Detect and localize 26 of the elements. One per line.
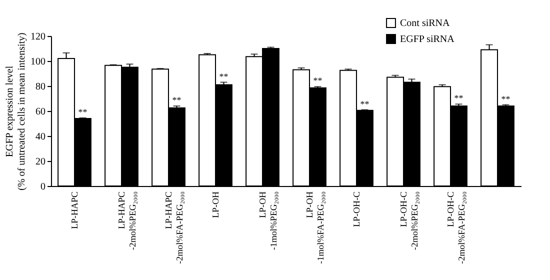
data-label: ** [360,98,370,109]
y-tick-label: 0 [40,182,46,192]
x-tick-label: LP-HAPC -2mol%FA-PEG₂₀₀₀ [164,192,184,264]
data-label: ** [501,94,511,104]
x-tick-label: LP-OH-C [352,192,362,227]
data-label: ** [219,71,229,82]
legend-label: Cont siRNA [400,18,451,29]
legend-label: EGFP siRNA [400,34,456,45]
x-tick-label: LP-OH-C -2mol%PEG₂₀₀₀ [398,192,420,250]
y-tick-label: 40 [36,132,46,142]
y-tick-label: 20 [36,156,46,168]
y-tick-label: 60 [36,106,46,118]
data-label: ** [454,93,464,104]
x-tick-label: LP-OH -1mol%FA-PEG₂₀₀₀ [304,191,326,264]
data-label: ** [172,95,182,105]
x-tick-label: LP-OH-C -2mol%FA-PEG₂₀₀₀ [446,192,466,264]
y-tick-label: 80 [36,82,46,92]
y-tick-label: 120 [30,32,46,42]
x-tick-label: LP-HAPC [70,192,80,230]
x-tick-label: LP-HAPC -2mol%PEG₂₀₀₀ [116,192,138,250]
x-tick-label: LP-OH [210,191,220,218]
data-label: ** [78,106,88,117]
data-label: ** [313,76,323,86]
y-tick-label: 100 [30,56,46,68]
y-axis-title: EGFP expression level (% of untreated cells in mean intensity) [4,32,28,190]
x-tick-label: LP-OH -1mol%PEG₂₀₀₀ [258,191,278,250]
